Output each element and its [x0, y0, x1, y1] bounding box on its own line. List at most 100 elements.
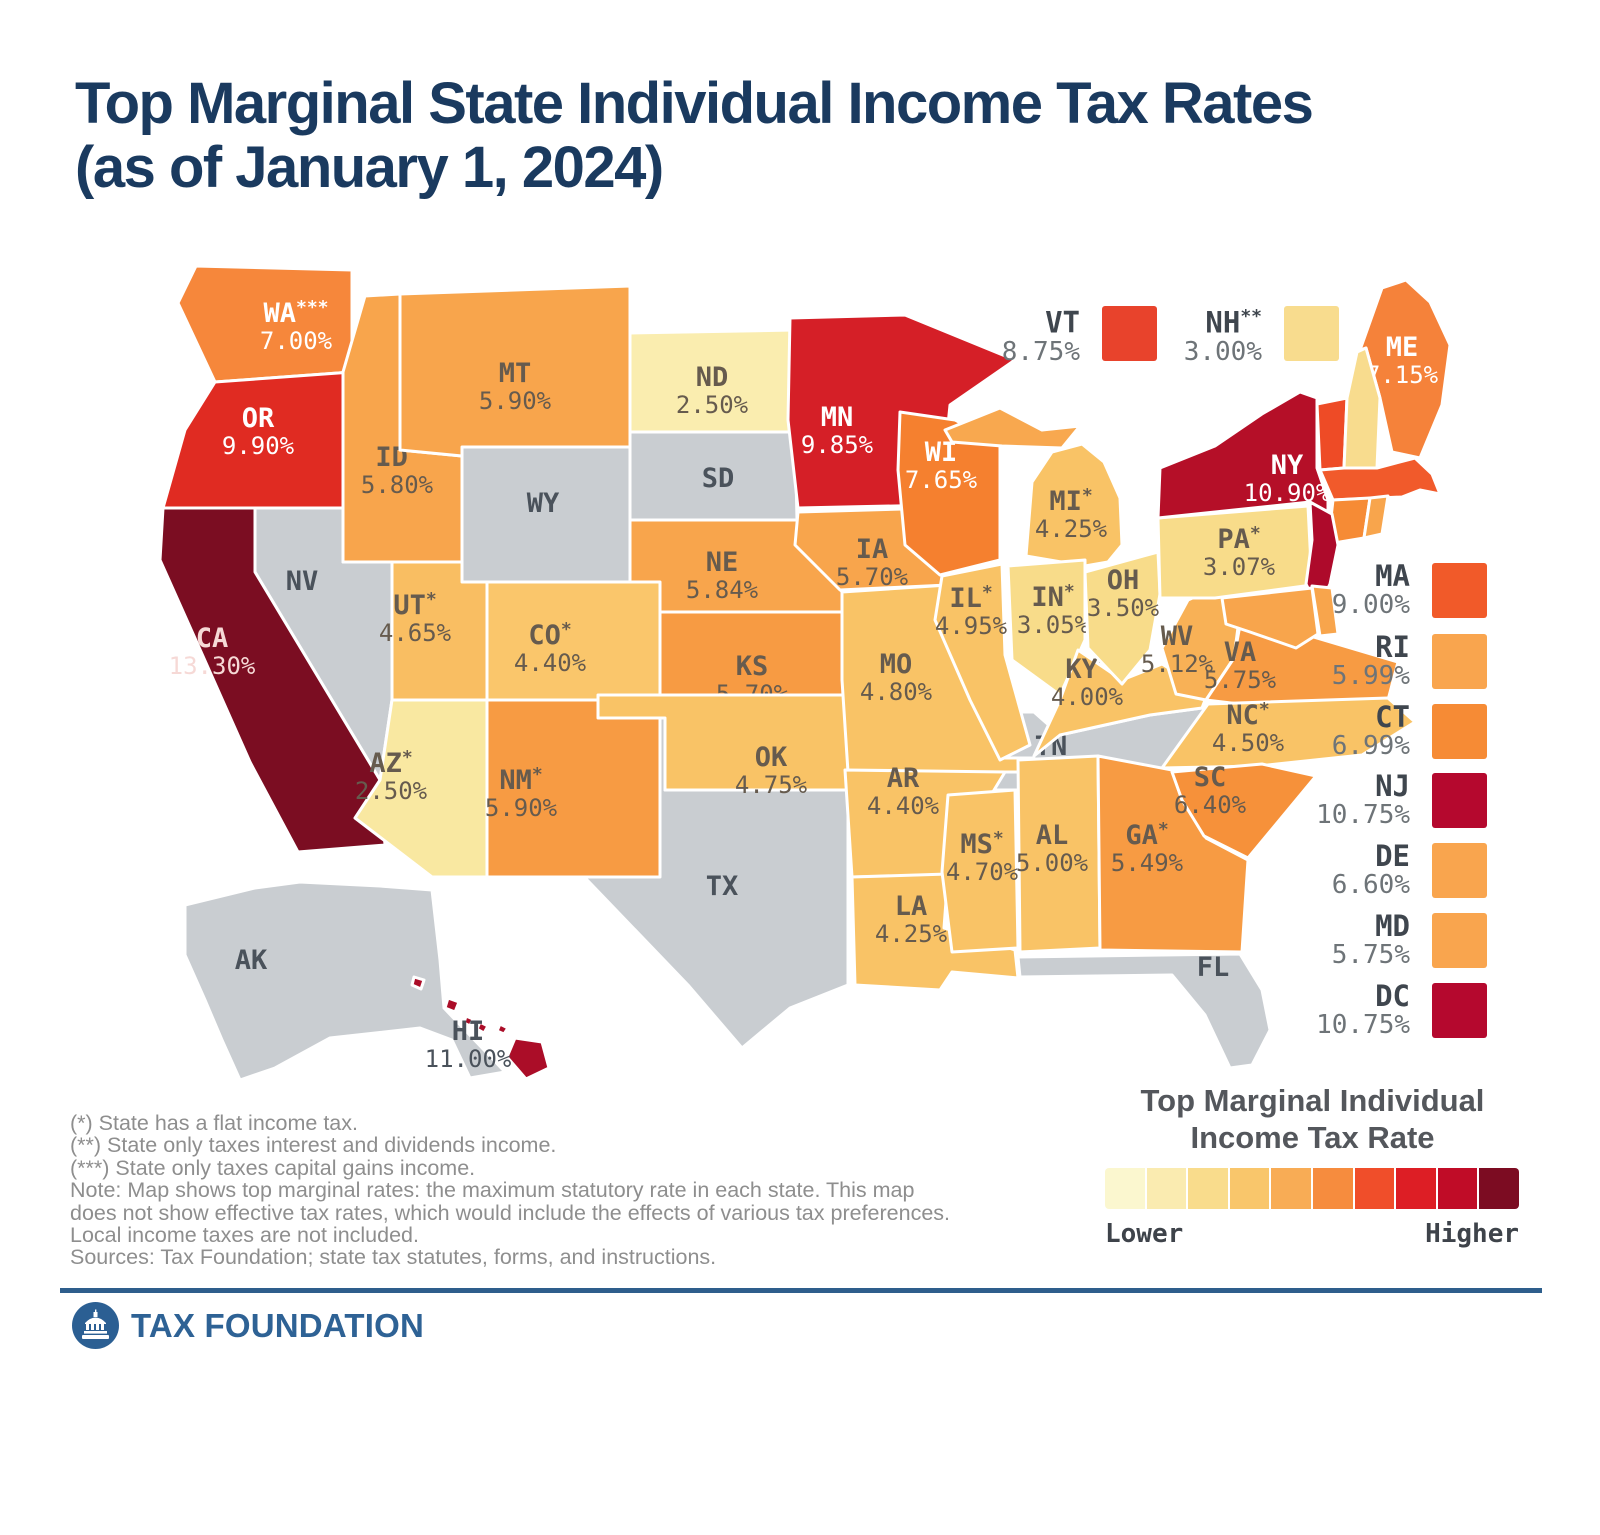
legend-step-2 [1146, 1168, 1187, 1209]
state-hi-part3 [475, 1020, 490, 1035]
state-hi-part4 [495, 1022, 510, 1036]
callout-ma: MA 9.00% [1280, 561, 1487, 619]
state-rate-il: 4.95% [935, 612, 1008, 640]
state-label-mo: MO [880, 649, 913, 680]
legend-step-8 [1396, 1168, 1436, 1209]
state-label-mn: MN [821, 402, 854, 433]
state-label-wy: WY [527, 488, 560, 519]
footnote-note-line2: does not show effective tax rates, which… [70, 1200, 950, 1225]
state-rate-id: 5.80% [361, 471, 434, 499]
state-co [485, 580, 662, 702]
callout-md-swatch [1432, 912, 1487, 968]
state-rate-oh: 3.50% [1087, 594, 1160, 622]
footnote-capital-gains: (***) State only taxes capital gains inc… [70, 1155, 476, 1180]
state-rate-ga: 5.49% [1111, 849, 1184, 877]
state-mi [1024, 442, 1124, 568]
state-rate-nc: 4.50% [1212, 729, 1285, 757]
state-rate-mn: 9.85% [801, 431, 874, 459]
state-hi [410, 975, 426, 991]
callout-dc: DC 10.75% [1280, 981, 1487, 1039]
footer-divider [60, 1288, 1542, 1293]
state-pa [1156, 504, 1314, 600]
state-rate-in: 3.05% [1017, 611, 1090, 639]
state-rate-la: 4.25% [875, 920, 948, 948]
state-label-ny: NY [1271, 450, 1304, 481]
footnote-note-line3: Local income taxes are not included. [70, 1223, 419, 1248]
legend-step-3 [1188, 1168, 1228, 1209]
state-rate-mi: 4.25% [1035, 515, 1108, 543]
footnote-flat-tax: (*) State has a flat income tax. [70, 1111, 358, 1135]
state-label-hi: HI [452, 1016, 485, 1047]
state-rate-wa: 7.00% [260, 327, 333, 355]
state-rate-me: 7.15% [1366, 361, 1439, 389]
state-or [161, 370, 354, 510]
state-rate-or: 9.90% [222, 432, 295, 460]
state-mt [398, 284, 632, 458]
state-label-sd: SD [702, 463, 735, 494]
state-rate-ne: 5.84% [686, 576, 759, 604]
state-rate-al: 5.00% [1016, 849, 1089, 877]
state-label-nd: ND [696, 362, 729, 393]
state-rate-co: 4.40% [514, 649, 587, 677]
callout-de-swatch [1432, 842, 1487, 898]
state-label-nv: NV [286, 566, 319, 597]
callout-vt-swatch [1102, 306, 1157, 362]
callout-vt-label: VT [1045, 305, 1080, 340]
callout-ri: RI 5.99% [1280, 632, 1487, 690]
legend-step-1 [1105, 1168, 1145, 1209]
state-label-mt: MT [499, 358, 532, 389]
tax-foundation-logo: TAX FOUNDATION [72, 1302, 424, 1349]
footnotes: (*) State has a flat income tax. (**) St… [70, 1112, 1030, 1269]
state-label-or: OR [242, 403, 275, 434]
callout-vt-rate: 8.75% [1001, 336, 1080, 367]
state-vt [1315, 396, 1349, 472]
page-title: Top Marginal State Individual Income Tax… [75, 72, 1455, 200]
legend-gradient-bar [1105, 1168, 1519, 1209]
state-mi-part1 [943, 406, 1082, 450]
state-rate-az: 2.50% [355, 777, 428, 805]
state-label-ok: OK [755, 742, 788, 773]
state-label-ar: AR [887, 763, 920, 794]
state-rate-ok: 4.75% [735, 771, 808, 799]
color-scale-legend: Top Marginal Individual Income Tax Rate … [1085, 1082, 1540, 1249]
state-rate-ca: 13.30% [169, 652, 256, 680]
state-label-al: AL [1036, 820, 1069, 851]
legend-step-6 [1312, 1168, 1353, 1209]
page-title-line1: Top Marginal State Individual Income Tax… [75, 71, 1314, 136]
footnote-interest-dividends: (**) State only taxes interest and divid… [70, 1133, 557, 1158]
state-md [1220, 586, 1320, 650]
state-label-ca: CA [196, 623, 229, 654]
state-rate-pa: 3.07% [1203, 553, 1276, 581]
state-hi-part1 [443, 996, 461, 1014]
legend-step-10 [1479, 1168, 1519, 1209]
callout-nh: NH** 3.00% [1152, 302, 1339, 366]
state-rate-nm: 5.90% [485, 794, 558, 822]
state-label-la: LA [895, 891, 928, 922]
legend-higher-label: Higher [1425, 1219, 1519, 1249]
callout-ma-swatch [1432, 562, 1487, 618]
callout-ct: CT 6.99% [1280, 702, 1487, 760]
state-rate-va: 5.75% [1204, 666, 1277, 694]
callout-de: DE 6.60% [1280, 841, 1487, 899]
state-rate-mo: 4.80% [860, 678, 933, 706]
state-rate-mt: 5.90% [479, 387, 552, 415]
state-label-ia: IA [856, 534, 889, 565]
legend-step-7 [1354, 1168, 1395, 1209]
state-rate-ky: 4.00% [1051, 683, 1124, 711]
callout-md: MD 5.75% [1280, 911, 1487, 969]
capitol-icon [72, 1302, 119, 1349]
callout-nj: NJ 10.75% [1280, 771, 1487, 829]
state-rate-nd: 2.50% [676, 391, 749, 419]
legend-title: Top Marginal Individual Income Tax Rate [1140, 1083, 1485, 1155]
state-hi-part5 [505, 1036, 551, 1081]
state-label-ks: KS [736, 651, 769, 682]
page-title-line2: (as of January 1, 2024) [75, 135, 664, 200]
state-rate-wi: 7.65% [905, 466, 978, 494]
state-label-va: VA [1224, 637, 1257, 668]
footnote-sources: Sources: Tax Foundation; state tax statu… [70, 1245, 717, 1270]
state-rate-ms: 4.70% [946, 858, 1019, 886]
state-label-fl: FL [1197, 952, 1230, 983]
legend-lower-label: Lower [1105, 1219, 1184, 1249]
